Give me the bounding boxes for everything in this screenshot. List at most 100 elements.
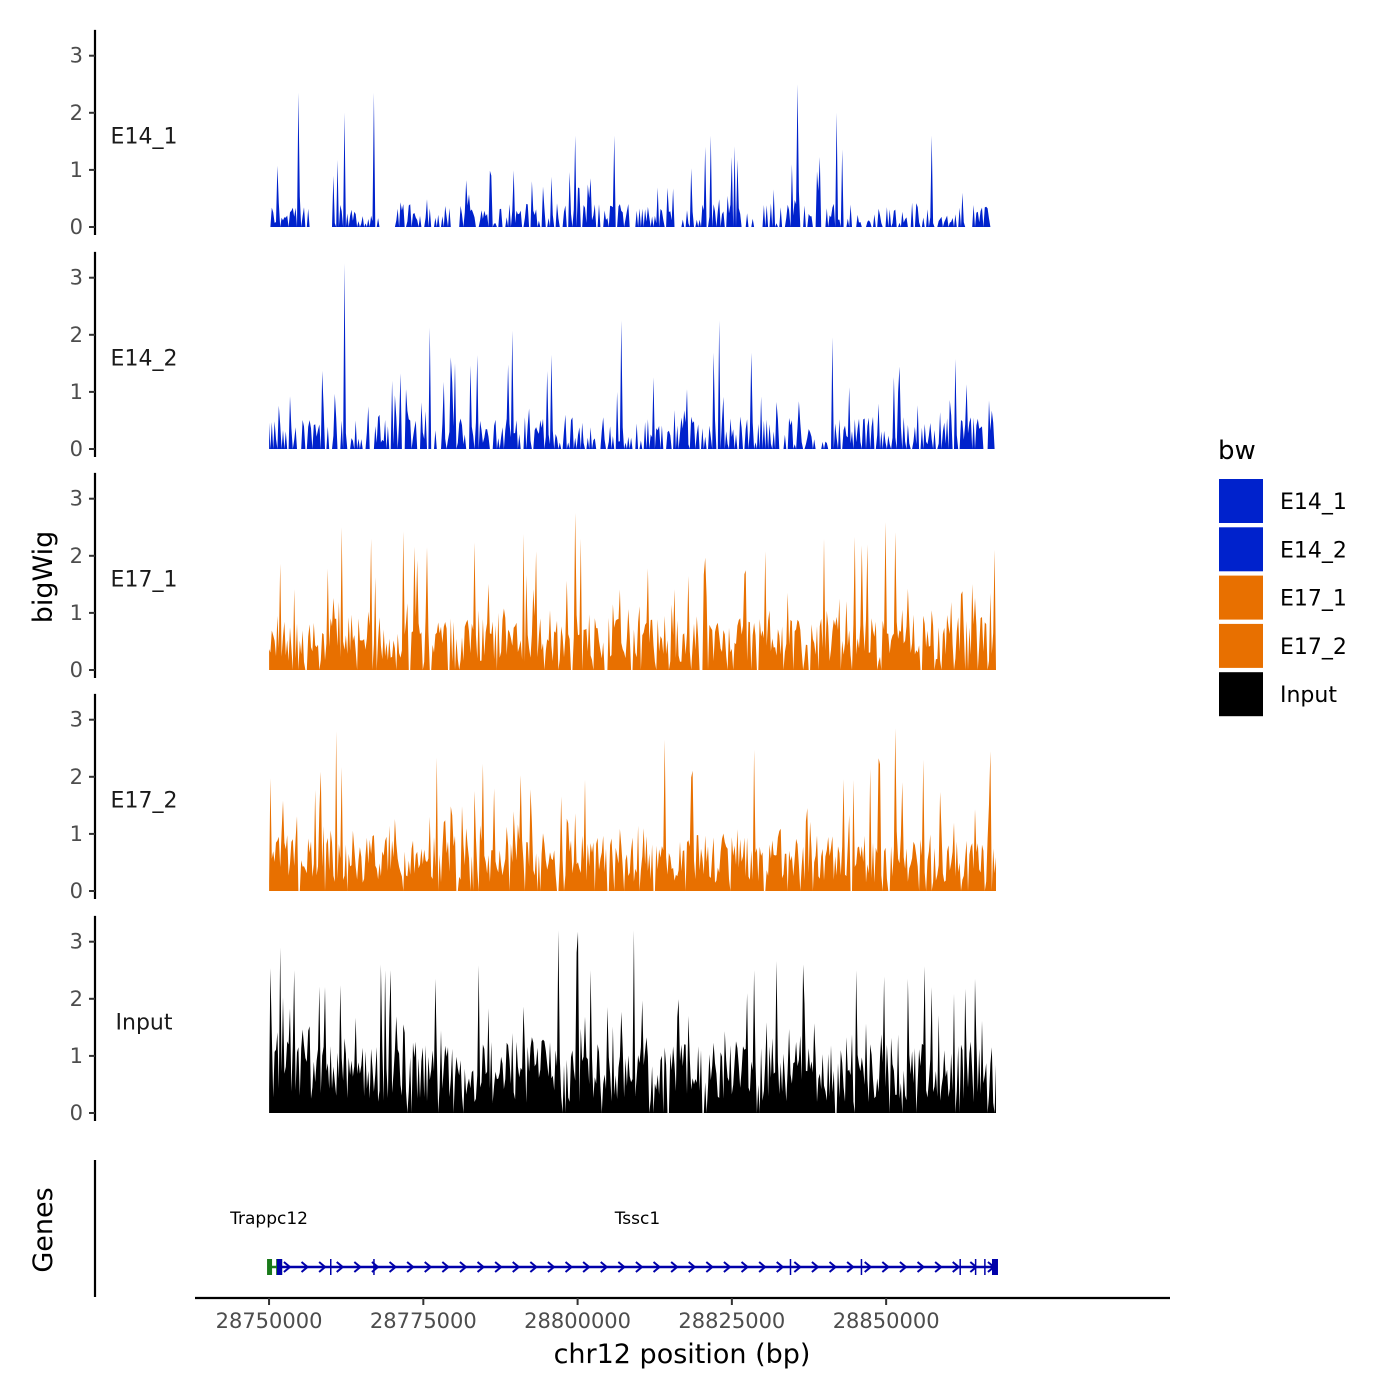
y-tick-label: 3 [70,44,83,68]
strand-chevron [881,1261,890,1273]
legend-key-E14_1 [1219,479,1263,523]
strand-chevron [635,1261,644,1273]
y-axis-title: bigWig [28,531,59,624]
strand-chevron [899,1261,908,1273]
x-tick-label: 28750000 [216,1309,323,1333]
strand-chevron [705,1261,714,1273]
gene-label: Tssc1 [614,1209,660,1229]
strand-chevron [406,1261,415,1273]
track-E17_1: 0 1 2 3 E17_1 [70,472,997,682]
legend-key-E17_2 [1219,623,1263,668]
y-tick-label: 1 [70,601,83,625]
y-tick-label: 0 [70,1101,83,1125]
exon [267,1259,273,1275]
strand-chevron [564,1261,574,1273]
legend-label: E14_2 [1280,538,1347,563]
x-tick-label: 28800000 [524,1309,631,1333]
genes-panel: Trappc12 Tssc1 [93,1160,998,1297]
bigwig-tracks: 0 1 2 3 E14_1 0 1 2 3 E14_2 0 1 2 3 E17_1 0 1 2 3 E17_2 0 1 2 3… [70,29,997,1125]
legend-label: E14_1 [1280,490,1347,515]
signal-area-E17_1 [269,513,997,670]
strand-chevron [934,1261,943,1273]
x-tick-label: 28775000 [370,1309,477,1333]
signal-area-E14_1 [269,84,997,227]
signal-area-E14_2 [269,263,997,449]
strand-chevron [353,1261,362,1273]
strand-chevron [740,1261,750,1273]
signal-area-Input [269,930,997,1113]
y-tick-label: 3 [70,266,83,290]
strand-chevron [776,1261,785,1273]
signal-area-E17_2 [269,728,997,891]
strand-chevron [547,1261,556,1273]
strand-chevron [582,1261,591,1273]
exon [276,1259,282,1275]
legend-key-E17_1 [1219,575,1263,620]
strand-chevron [916,1261,926,1273]
y-tick-label: 1 [70,822,83,846]
y-tick-label: 0 [70,437,83,461]
track-E14_2: 0 1 2 3 E14_2 [70,251,997,461]
strand-chevron [441,1261,450,1273]
strand-chevron [300,1261,310,1273]
gene-Trappc12: Trappc12 [229,1209,308,1275]
y-tick-label: 3 [70,930,83,954]
strand-chevron [494,1261,503,1273]
track-label: E17_2 [111,789,178,814]
y-tick-label: 2 [70,765,83,789]
gene-label: Trappc12 [229,1209,308,1229]
track-E17_2: 0 1 2 3 E17_2 [70,693,997,903]
legend-label: E17_2 [1280,635,1347,660]
strand-chevron [529,1261,538,1273]
x-axis-title: chr12 position (bp) [554,1339,811,1370]
legend-label: Input [1280,683,1337,708]
track-Input: 0 1 2 3 Input [70,915,997,1125]
x-tick-label: 28850000 [833,1309,940,1333]
x-axis: 28750000 28775000 28800000 28825000 28850000 [195,1296,1170,1333]
legend-label: E17_1 [1280,587,1347,612]
legend-title: bw [1218,436,1256,466]
exon [991,1259,998,1275]
legend: bw E14_1 E14_2 E17_1 E17_2 Input [1218,436,1347,717]
strand-chevron [793,1261,802,1273]
legend-key-Input [1219,672,1263,717]
y-tick-label: 0 [70,879,83,903]
track-E14_1: 0 1 2 3 E14_1 [70,29,997,239]
strand-chevron [512,1261,521,1273]
x-tick-label: 28825000 [678,1309,785,1333]
strand-chevron [652,1261,662,1273]
y-tick-label: 3 [70,708,83,732]
y-tick-label: 2 [70,101,83,125]
strand-chevron [283,1261,292,1273]
strand-chevron [424,1261,433,1273]
y-tick-label: 1 [70,380,83,404]
strand-chevron [688,1261,697,1273]
y-tick-label: 2 [70,323,83,347]
strand-chevron [952,1261,961,1273]
strand-chevron [459,1261,468,1273]
genes-axis-title: Genes [28,1187,59,1272]
track-label: E17_1 [111,568,178,593]
track-label: E14_2 [111,347,178,372]
strand-chevron [846,1261,855,1273]
strand-chevron [723,1261,732,1273]
strand-chevron [476,1261,486,1273]
legend-key-E14_2 [1219,527,1263,572]
y-tick-label: 1 [70,158,83,182]
track-label: E14_1 [111,125,178,150]
strand-chevron [600,1261,609,1273]
y-tick-label: 0 [70,215,83,239]
strand-chevron [617,1261,626,1273]
strand-chevron [388,1261,398,1273]
strand-chevron [318,1261,327,1273]
strand-chevron [828,1261,838,1273]
strand-chevron [811,1261,820,1273]
y-tick-label: 2 [70,987,83,1011]
y-tick-label: 1 [70,1044,83,1068]
y-tick-label: 0 [70,658,83,682]
track-label: Input [116,1011,173,1036]
y-tick-label: 2 [70,544,83,568]
strand-chevron [758,1261,767,1273]
strand-chevron [336,1261,345,1273]
